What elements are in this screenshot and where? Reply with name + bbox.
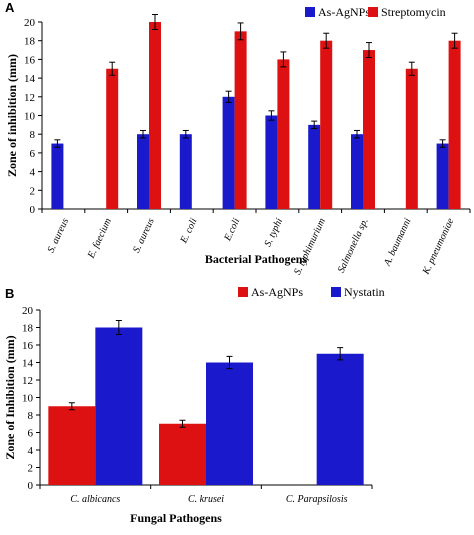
y-tick-label: 10 (24, 111, 36, 123)
y-tick-label: 4 (28, 445, 34, 457)
bar-nystatin (206, 362, 253, 485)
y-tick-label: 16 (22, 340, 34, 352)
bar-as-agnps (179, 134, 192, 209)
category-label: S. aureus (46, 217, 72, 255)
chart-panel-a: A 0 2 4 6 8 10 12 14 16 18 20 S. aureus E. faecium S. … (5, 0, 471, 277)
y-tick-label: 10 (22, 393, 34, 405)
category-label: E.coli (222, 216, 242, 243)
legend-swatch (305, 7, 315, 17)
bar-as-agnps (308, 124, 321, 209)
x-axis-title: Fungal Pathogens (130, 511, 222, 525)
bar-as-agnps (351, 134, 363, 209)
category-label: Salmonella sp. (336, 217, 371, 275)
panel-label: A (5, 0, 15, 15)
y-tick-label: 4 (30, 167, 36, 179)
y-tick-label: 8 (28, 410, 34, 422)
bar-streptomycin (106, 68, 119, 209)
category-label: S. aureus (131, 217, 157, 255)
legend-swatch (368, 7, 378, 17)
bar-streptomycin (234, 31, 247, 209)
chart-panel-b: B 0 2 4 6 8 10 12 14 16 18 20 C. albicancs C. krusei C… (3, 285, 385, 525)
y-tick-label: 20 (24, 17, 36, 29)
bar-as-agnps (159, 423, 206, 485)
y-tick-label: 14 (22, 358, 34, 370)
panel-label: B (5, 286, 14, 301)
y-axis-title: Zone of inhibition (mm) (5, 54, 19, 177)
y-tick-label: 12 (22, 375, 33, 387)
bar-nystatin (95, 327, 143, 485)
category-label: K. pneumoniae (420, 216, 456, 277)
bar-nystatin (316, 353, 364, 485)
bar-streptomycin (277, 59, 290, 210)
y-tick-label: 16 (24, 54, 36, 66)
category-label: C. Parapsilosis (286, 494, 348, 505)
bar-as-agnps (436, 143, 449, 209)
category-label: S. typhi (262, 216, 285, 248)
bar-streptomycin (448, 40, 461, 210)
y-tick-label: 2 (28, 463, 34, 475)
bar-as-agnps (137, 134, 149, 209)
category-label: C. krusei (188, 494, 224, 505)
category-label: E. coli (178, 216, 200, 245)
category-label: A. baumanni (382, 216, 414, 268)
y-tick-label: 8 (30, 129, 36, 141)
y-tick-label: 2 (30, 185, 36, 197)
legend-swatch (331, 287, 341, 297)
legend-label: Streptomycin (381, 5, 446, 19)
y-tick-label: 18 (24, 36, 36, 48)
y-tick-label: 20 (22, 305, 34, 317)
legend-label: Nystatin (344, 285, 385, 299)
y-tick-label: 6 (30, 148, 36, 160)
y-tick-label: 18 (22, 323, 34, 335)
legend-label: As-AgNPs (251, 285, 303, 299)
y-tick-label: 6 (28, 428, 34, 440)
category-label: E. faecium (85, 217, 113, 261)
bar-streptomycin (320, 40, 333, 210)
legend-swatch (238, 287, 248, 297)
y-tick-label: 0 (28, 480, 34, 492)
y-tick-label: 14 (24, 73, 36, 85)
bar-as-agnps (222, 96, 235, 209)
bar-as-agnps (48, 406, 96, 485)
bar-as-agnps (265, 115, 278, 209)
bar-streptomycin (149, 22, 161, 209)
y-tick-label: 0 (30, 204, 36, 216)
y-axis-title: Zone of Inhibition (mm) (3, 335, 17, 459)
legend-label: As-AgNPs (318, 5, 370, 19)
y-tick-label: 12 (24, 92, 35, 104)
bar-as-agnps (51, 143, 64, 209)
category-label: C. albicancs (70, 494, 120, 505)
bar-streptomycin (405, 68, 418, 209)
x-axis-title: Bacterial Pathogens (205, 252, 308, 266)
bar-streptomycin (363, 50, 375, 209)
category-label: S. typhimurium (292, 217, 328, 277)
